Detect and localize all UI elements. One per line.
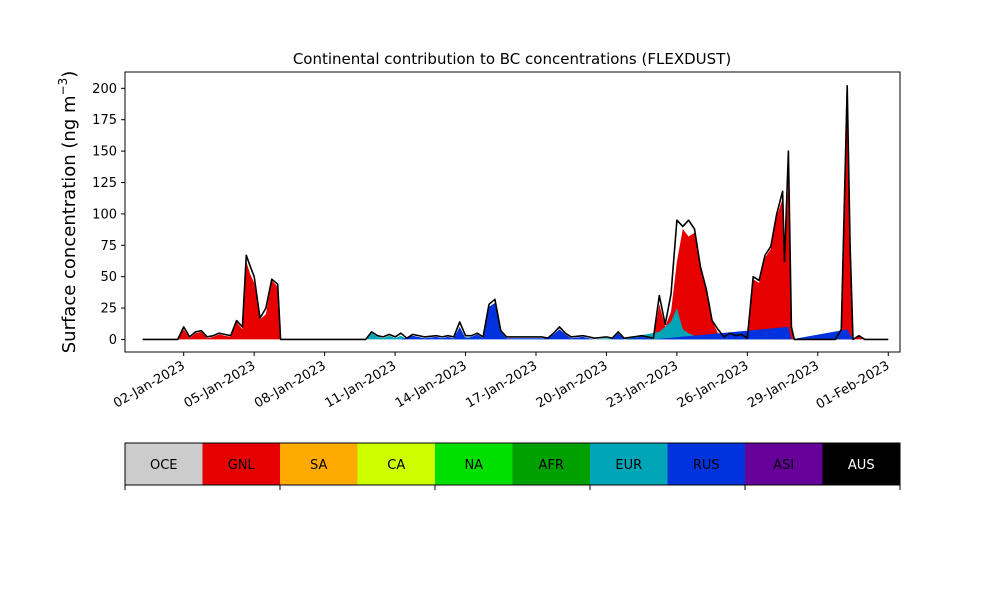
legend-label-aus: AUS bbox=[848, 458, 875, 473]
legend-label-eur: EUR bbox=[615, 458, 642, 473]
y-tick-label: 200 bbox=[92, 82, 117, 97]
series-area-eur bbox=[365, 308, 792, 340]
legend-swatch-gnl bbox=[202, 443, 280, 485]
legend-label-ca: CA bbox=[387, 458, 405, 473]
y-tick-label: 25 bbox=[100, 302, 117, 317]
plot-frame bbox=[124, 71, 901, 353]
legend-swatch-oce bbox=[125, 443, 203, 485]
legend-swatch-afr bbox=[512, 443, 590, 485]
legend-swatch-aus bbox=[822, 443, 900, 485]
x-axis: 02-Jan-202305-Jan-202308-Jan-202311-Jan-… bbox=[111, 352, 892, 412]
series-area-rus bbox=[400, 303, 853, 340]
x-tick-label: 08-Jan-2023 bbox=[252, 358, 329, 411]
x-tick-label: 01-Feb-2023 bbox=[814, 358, 893, 412]
y-axis-label-main: Surface concentration (ng m bbox=[59, 95, 80, 353]
y-tick-label: 150 bbox=[92, 145, 117, 160]
legend-label-gnl: GNL bbox=[228, 458, 256, 473]
y-tick-label: 175 bbox=[92, 113, 117, 128]
x-tick-label: 20-Jan-2023 bbox=[534, 358, 611, 411]
y-tick-label: 50 bbox=[100, 270, 117, 285]
legend-label-oce: OCE bbox=[150, 458, 178, 473]
legend-label-afr: AFR bbox=[539, 458, 564, 473]
x-tick-label: 23-Jan-2023 bbox=[604, 358, 681, 411]
y-tick-label: 125 bbox=[92, 176, 117, 191]
x-tick-label: 26-Jan-2023 bbox=[675, 358, 752, 411]
legend-swatch-eur bbox=[590, 443, 668, 485]
plot-area bbox=[124, 71, 901, 353]
legend-label-rus: RUS bbox=[693, 458, 720, 473]
y-axis: 0 25 50 75 100 125 150 175 200 bbox=[92, 82, 125, 348]
chart-title: Continental contribution to BC concentra… bbox=[293, 50, 731, 68]
y-axis-label-exponent: −3 bbox=[56, 78, 70, 96]
legend-swatch-ca bbox=[357, 443, 435, 485]
legend-label-sa: SA bbox=[310, 458, 327, 473]
x-tick-label: 29-Jan-2023 bbox=[745, 358, 822, 411]
x-tick-label: 17-Jan-2023 bbox=[463, 358, 540, 411]
x-tick-label: 14-Jan-2023 bbox=[393, 358, 470, 411]
legend-swatch-na bbox=[435, 443, 513, 485]
y-tick-label: 75 bbox=[100, 239, 117, 254]
y-tick-label: 100 bbox=[92, 207, 117, 222]
series-area-gnl bbox=[166, 100, 889, 340]
x-tick-label: 11-Jan-2023 bbox=[322, 358, 399, 411]
y-tick-label: 0 bbox=[109, 333, 117, 348]
legend-frame bbox=[124, 442, 901, 486]
x-tick-label: 05-Jan-2023 bbox=[182, 358, 259, 411]
legend-label-asi: ASI bbox=[773, 458, 794, 473]
total-outline-line bbox=[142, 85, 889, 341]
x-tick-label: 02-Jan-2023 bbox=[111, 358, 188, 411]
legend-label-na: NA bbox=[464, 458, 483, 473]
legend-swatch-asi bbox=[745, 443, 823, 485]
legend-swatch-sa bbox=[280, 443, 358, 485]
y-axis-label-close: ) bbox=[59, 71, 80, 78]
legend-colorbar: OCE GNL SA CA NA AFR EUR RUS ASI AUS bbox=[124, 442, 901, 490]
legend-swatch-rus bbox=[667, 443, 745, 485]
y-axis-label: Surface concentration (ng m−3) bbox=[56, 71, 80, 354]
